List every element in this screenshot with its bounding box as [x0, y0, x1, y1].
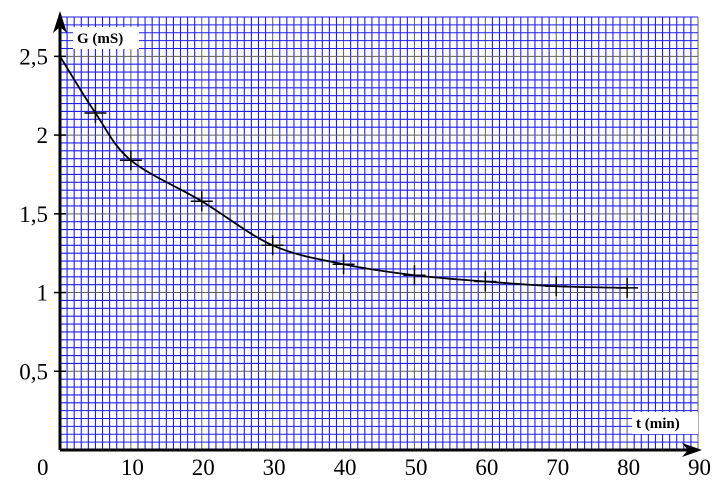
data-point-marker	[84, 103, 107, 124]
data-point-marker	[403, 265, 426, 286]
y-tick-label: 1,5	[19, 202, 48, 227]
axes	[53, 11, 702, 457]
data-point-marker	[119, 150, 142, 171]
x-tick-label: 20	[192, 455, 215, 477]
x-axis-title: t (min)	[636, 416, 680, 432]
y-tick-label: 2,5	[19, 44, 48, 69]
grid	[59, 16, 699, 451]
x-tick-label: 0	[37, 455, 49, 477]
data-point-marker	[261, 235, 284, 256]
fit-curve	[59, 55, 628, 289]
data-point-marker	[190, 191, 213, 212]
tick-labels: 0 10 20 30 40 50 60 70 80 90 0,5 1 1,5 2 2,5	[19, 44, 711, 480]
x-tick-label: 90	[688, 455, 711, 477]
x-tick-label: 30	[263, 455, 286, 477]
y-tick-label: 2	[37, 123, 49, 148]
x-axis-title-background	[632, 412, 698, 434]
x-tick-label: 50	[404, 455, 427, 477]
y-tick-label: 0,5	[19, 359, 48, 384]
data-point-marker	[616, 277, 639, 298]
data-point-marker	[474, 271, 497, 292]
y-axis-arrow-icon	[53, 11, 67, 33]
x-tick-label: 80	[617, 455, 640, 477]
axis-titles: G (mS) t (min)	[73, 27, 698, 434]
x-tick-label: 70	[546, 455, 569, 477]
data-point-marker	[332, 254, 355, 275]
data-points	[84, 103, 639, 298]
x-tick-label: 60	[475, 455, 498, 477]
y-axis-title-background	[73, 27, 139, 49]
x-tick-label: 40	[334, 455, 357, 477]
data-point-marker	[545, 276, 568, 297]
y-axis-title: G (mS)	[77, 31, 123, 47]
x-axis-arrow-icon	[682, 443, 702, 457]
x-tick-label: 10	[121, 455, 144, 477]
y-tick-label: 1	[37, 281, 49, 306]
fit-curve-line	[59, 55, 628, 289]
